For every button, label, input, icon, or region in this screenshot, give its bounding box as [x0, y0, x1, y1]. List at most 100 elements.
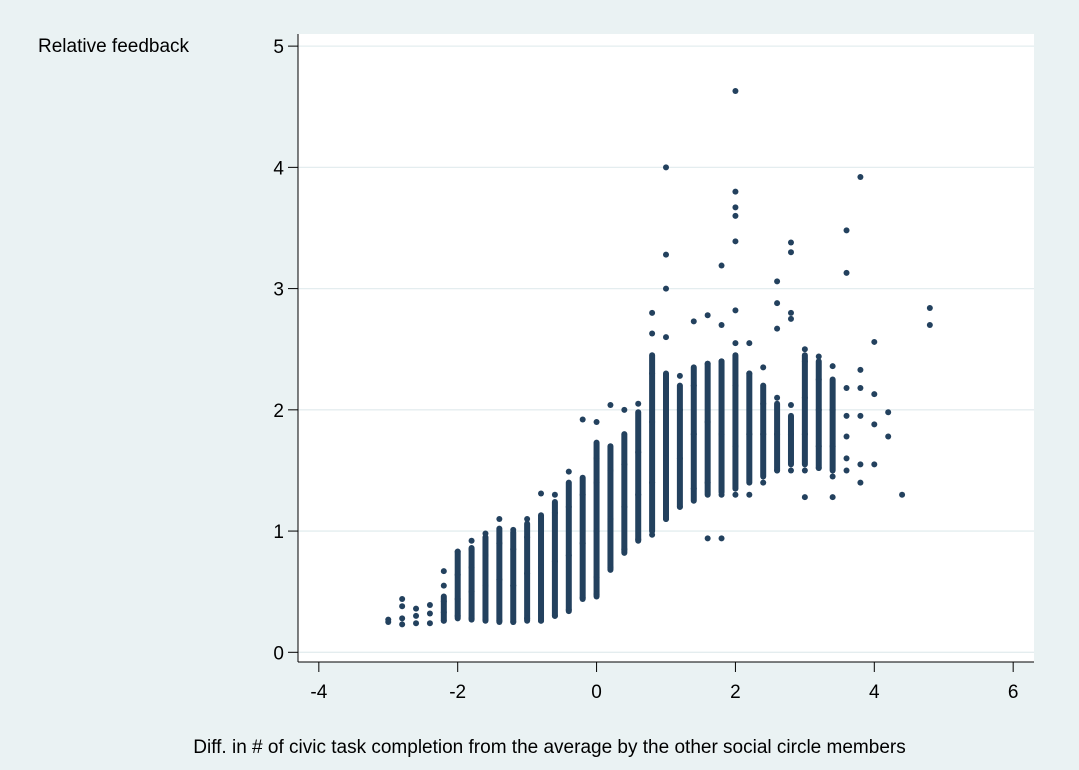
data-point	[607, 515, 614, 522]
data-point	[857, 479, 864, 486]
data-point	[815, 376, 822, 383]
data-point	[732, 212, 739, 219]
data-point	[760, 364, 767, 371]
data-point	[704, 312, 711, 319]
data-point	[399, 621, 406, 628]
data-point	[857, 174, 864, 181]
data-point	[676, 503, 683, 510]
data-point	[468, 588, 475, 595]
data-point	[593, 455, 600, 462]
data-point	[774, 431, 781, 438]
data-point	[593, 528, 600, 535]
data-point	[426, 620, 433, 627]
data-point	[454, 571, 461, 578]
data-point	[551, 491, 558, 498]
data-point	[482, 530, 489, 537]
data-point	[829, 494, 836, 501]
data-point	[440, 617, 447, 624]
data-point	[760, 479, 767, 486]
data-point	[718, 431, 725, 438]
data-point	[829, 473, 836, 480]
x-tick-label: 4	[869, 682, 880, 703]
data-point	[482, 582, 489, 589]
data-point	[857, 412, 864, 419]
data-point	[468, 546, 475, 553]
data-point	[732, 382, 739, 389]
x-tick-label: 2	[730, 682, 741, 703]
data-point	[774, 467, 781, 474]
data-point	[732, 238, 739, 245]
data-point	[621, 461, 628, 468]
y-tick-label: 0	[273, 643, 284, 664]
data-point	[551, 612, 558, 619]
data-point	[565, 606, 572, 613]
data-point	[704, 418, 711, 425]
data-point	[440, 582, 447, 589]
data-point	[871, 461, 878, 468]
data-point	[676, 372, 683, 379]
data-point	[663, 251, 669, 258]
data-point	[565, 503, 572, 510]
data-point	[815, 443, 822, 450]
data-point	[413, 620, 420, 627]
data-point	[885, 409, 892, 416]
data-point	[524, 615, 531, 622]
data-point	[663, 334, 669, 341]
data-point	[579, 416, 586, 423]
data-point	[593, 418, 600, 425]
data-point	[926, 321, 933, 328]
data-point	[732, 340, 739, 347]
data-point	[690, 485, 697, 492]
data-point	[690, 431, 697, 438]
data-point	[538, 617, 545, 624]
data-point	[468, 564, 475, 571]
data-point	[607, 467, 614, 474]
data-point	[454, 612, 461, 619]
data-point	[746, 340, 753, 347]
data-point	[468, 537, 475, 544]
data-point	[760, 431, 767, 438]
data-point	[468, 615, 475, 622]
data-point	[899, 491, 906, 498]
data-point	[843, 227, 850, 234]
data-point	[649, 330, 656, 337]
data-point	[718, 491, 725, 498]
data-point	[399, 603, 406, 610]
data-point	[454, 595, 461, 602]
data-point	[843, 385, 850, 392]
data-point	[815, 406, 822, 413]
data-point	[676, 455, 683, 462]
data-point	[565, 468, 572, 475]
data-point	[426, 610, 433, 617]
data-point	[510, 618, 517, 625]
data-point	[815, 353, 822, 360]
data-point	[663, 164, 669, 171]
data-point	[774, 278, 781, 285]
data-point	[551, 509, 558, 516]
data-point	[440, 609, 447, 616]
data-point	[704, 535, 711, 542]
data-point	[801, 346, 808, 353]
data-point	[621, 546, 628, 553]
data-point	[399, 595, 406, 602]
data-point	[663, 455, 669, 462]
data-point	[663, 285, 669, 292]
data-point	[871, 391, 878, 398]
data-point	[843, 433, 850, 440]
data-point	[774, 300, 781, 307]
x-tick-label: 6	[1008, 682, 1019, 703]
data-point	[787, 401, 794, 408]
data-point	[732, 307, 739, 314]
data-point	[690, 382, 697, 389]
data-point	[704, 360, 711, 367]
data-point	[732, 87, 739, 94]
data-point	[857, 385, 864, 392]
data-point	[787, 309, 794, 316]
data-point	[774, 325, 781, 332]
x-tick-label: -2	[449, 682, 466, 703]
data-point	[843, 269, 850, 276]
data-point	[926, 304, 933, 311]
data-point	[413, 605, 420, 612]
y-axis-title: Relative feedback	[38, 36, 190, 57]
data-point	[607, 564, 614, 571]
